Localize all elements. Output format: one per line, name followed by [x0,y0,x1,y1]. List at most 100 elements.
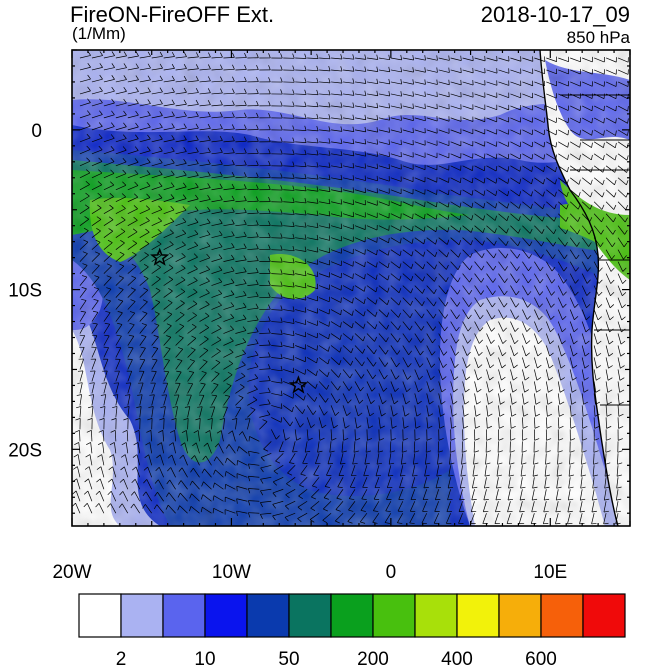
wind-barb [75,418,81,430]
wind-barb [318,321,330,327]
wind-barb [378,273,390,281]
wind-barb [366,225,378,231]
wind-barb [330,260,342,267]
wind-barb [366,297,378,305]
wind-barb [283,221,295,227]
wind-barb [139,217,150,227]
wind-barb [461,453,467,465]
wind-barb [78,358,84,370]
wind-barb [366,309,378,317]
wind-barb [211,230,223,239]
wind-barb [187,276,198,286]
wind-barb [342,417,350,429]
wind-barb [91,216,102,226]
wind-barb [330,357,342,366]
wind-barb [434,501,440,512]
wind-barb [450,405,457,417]
wind-barb [211,135,223,143]
wind-barb [270,429,280,440]
legend-swatch [288,593,332,638]
wind-barb [581,333,590,345]
wind-barb [414,369,423,380]
wind-barb [187,64,199,71]
wind-barb [187,335,197,346]
wind-barb [438,309,449,319]
wind-barb [294,417,304,428]
wind-barb [390,429,396,441]
wind-barb [425,453,431,465]
wind-barb [313,465,320,476]
wind-barb [558,81,569,87]
wind-barb [175,206,187,215]
wind-barb [107,503,117,514]
wind-barb [151,240,162,250]
wind-barb [103,86,115,95]
wind-barb [330,285,342,291]
wind-barb [352,453,358,465]
wind-barb [319,138,331,144]
lon-tick-label: 0 [386,562,397,583]
units-label: (1/Mm) [72,24,126,43]
wind-barb [534,237,545,247]
wind-barb [127,134,139,143]
wind-barb [534,68,546,75]
wind-barb [79,62,91,71]
legend-label: 50 [278,649,299,667]
wind-barb [199,324,210,334]
wind-barb [605,285,615,296]
wind-barb [474,273,485,283]
wind-barb [569,417,576,429]
wind-barb [295,222,307,228]
wind-barb [438,79,450,86]
wind-barb [349,477,356,488]
wind-barb [474,201,486,209]
wind-barb [498,381,506,393]
wind-barb [199,359,208,370]
wind-barb [335,512,344,524]
wind-barb [90,358,97,370]
wind-barb [306,381,318,389]
wind-barb [593,417,600,429]
wind-barb [497,453,503,465]
wind-barb [225,457,236,466]
wind-barb [569,189,581,198]
legend-label: 2 [116,649,127,667]
wind-barb [414,140,426,146]
wind-barb [199,135,211,143]
wind-barb [581,393,589,405]
wind-barb [390,345,401,355]
wind-barb [102,370,108,382]
wind-barb [163,358,170,370]
wind-barb [304,441,311,453]
wind-barb [378,381,388,392]
wind-barb [570,177,581,185]
wind-barb [283,101,295,107]
wind-barb [161,394,167,406]
wind-barb [342,138,355,145]
wind-barb [531,501,537,513]
wind-barb [532,465,538,477]
wind-barb [581,225,592,235]
wind-barb [151,193,163,203]
wind-barb [187,323,197,334]
wind-barb [259,364,271,370]
wind-barb [486,309,496,320]
wind-barb [366,175,378,182]
wind-barb [545,321,555,333]
wind-barb [375,465,381,477]
wind-barb [605,393,612,405]
wind-barb [342,273,354,279]
wind-barb [223,148,235,155]
wind-barb [125,382,132,394]
wind-barb [390,417,397,429]
wind-barb [127,334,135,346]
wind-barb [175,194,187,203]
wind-barb [486,321,496,332]
wind-barb [581,441,587,453]
wind-barb [79,334,86,346]
wind-barb [84,478,93,490]
wind-barb [79,346,85,358]
wind-barb [459,489,465,501]
wind-barb [510,189,522,197]
wind-barb [354,224,366,230]
